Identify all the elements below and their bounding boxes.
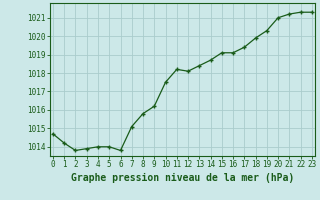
X-axis label: Graphe pression niveau de la mer (hPa): Graphe pression niveau de la mer (hPa) bbox=[71, 173, 294, 183]
